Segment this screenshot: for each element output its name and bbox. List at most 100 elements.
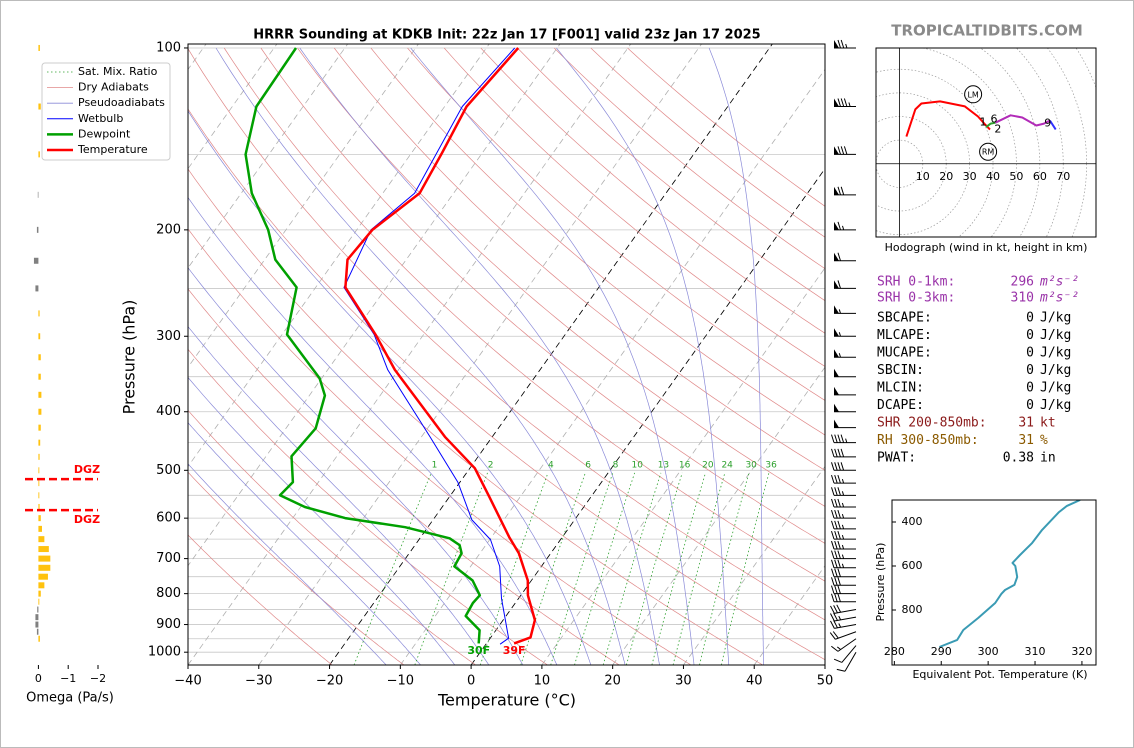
y-tick-label: 800 — [156, 586, 181, 601]
hodo-frame — [875, 47, 1097, 238]
x-tick-label: 30 — [675, 674, 692, 689]
omega-bar — [36, 628, 39, 635]
storm-motion-label: LM — [967, 90, 978, 99]
omega-bar — [38, 354, 41, 361]
height-label: 1 — [979, 116, 986, 129]
dry-adiabat — [480, 47, 825, 334]
legend-label: Dewpoint — [78, 127, 131, 140]
barb-feather — [837, 509, 841, 519]
barb-feather — [834, 434, 838, 443]
stat-label: SHR 200-850mb: — [877, 416, 987, 431]
stat-unit: m²s⁻² — [1039, 291, 1079, 306]
omega-bar — [38, 333, 41, 340]
omega-bar — [38, 582, 45, 589]
barb-half — [838, 353, 841, 358]
wind-barb — [831, 509, 856, 519]
barb-flag — [834, 146, 839, 155]
hodo-tick-label: 40 — [986, 170, 1000, 183]
barb-feather — [837, 520, 841, 530]
thetae-x-label: Equivalent Pot. Temperature (K) — [912, 668, 1087, 681]
mixing-ratio-label: 30 — [745, 461, 757, 471]
mixing-ratio-line — [721, 472, 770, 665]
y-tick-label: 800 — [902, 603, 923, 616]
wind-barb — [831, 462, 856, 471]
omega-bar — [37, 606, 39, 613]
omega-bar — [35, 285, 39, 292]
x-tick-label: −10 — [387, 674, 414, 689]
dry-adiabat — [223, 47, 825, 582]
legend: Sat. Mix. Ratio Dry Adiabats Pseudoadiabat… — [41, 62, 171, 161]
omega-bar — [38, 151, 40, 158]
omega-bar — [38, 536, 45, 543]
surface-label: 30F — [467, 644, 490, 657]
stat-value: 310 — [1011, 291, 1034, 306]
hodo-line — [985, 121, 996, 128]
pseudoadiabat — [188, 267, 524, 665]
hodograph-plot: 1 62 9 LM RM — [876, 48, 1096, 237]
hodograph-axes: 10 20 30 40 50 60 70 — [875, 47, 1097, 238]
omega-bar — [38, 453, 40, 460]
omega-bar — [38, 310, 40, 317]
barb-feather — [840, 462, 845, 471]
x-tick-label: 300 — [978, 645, 999, 658]
barb-feather — [829, 632, 836, 640]
legend-label: Pseudoadiabats — [78, 96, 165, 109]
y-tick-label: 1000 — [148, 645, 181, 660]
isotherm — [188, 44, 348, 269]
omega-bar — [38, 480, 40, 487]
barb-feather — [840, 39, 845, 49]
dgz-label: DGZ — [74, 463, 100, 476]
stat-label: SRH 0-3km: — [877, 291, 955, 306]
thetae-plot — [939, 500, 1081, 648]
barb-half — [841, 491, 845, 496]
barb-feather — [831, 559, 835, 568]
barb-staff — [844, 651, 857, 672]
mixing-ratio-line — [520, 472, 586, 665]
barb-feather — [837, 550, 841, 559]
dry-adiabat — [370, 47, 825, 436]
omega-bar — [33, 257, 39, 264]
wind-barb — [831, 568, 856, 578]
omega-bar — [38, 492, 40, 499]
barb-flag — [834, 98, 839, 107]
dry-adiabat — [188, 228, 692, 665]
wind-barb — [830, 612, 857, 622]
barb-flag — [834, 221, 839, 230]
barb-feather — [831, 448, 835, 457]
y-tick-label: 400 — [902, 515, 923, 528]
barb-feather — [837, 487, 841, 496]
thetae-frame — [891, 499, 1097, 666]
hodo-tick-label: 30 — [963, 170, 977, 183]
wind-barb — [831, 487, 856, 496]
x-tick-label: −40 — [174, 674, 201, 689]
barb-feather — [837, 540, 841, 550]
legend-box — [41, 62, 171, 161]
mixing-ratio-label: 4 — [548, 461, 554, 471]
barb-half — [841, 478, 845, 484]
stat-label: MLCIN: — [877, 381, 924, 396]
mixing-ratio-line — [651, 472, 706, 665]
wind-barb — [834, 403, 856, 413]
barb-feather — [840, 146, 845, 155]
stat-unit: J/kg — [1040, 398, 1071, 413]
omega-bar — [38, 598, 40, 605]
wind-barb — [834, 186, 856, 196]
barb-half — [841, 563, 845, 568]
barb-feather — [840, 186, 845, 195]
stat-unit: in — [1040, 451, 1056, 466]
barb-feather — [833, 620, 838, 629]
mixing-ratio-label: 6 — [585, 461, 591, 471]
barb-feather — [833, 658, 843, 663]
barb-feather — [830, 605, 835, 614]
omega-bar — [38, 590, 41, 597]
wind-barb — [834, 328, 856, 337]
hodo-tick-label: 20 — [939, 170, 953, 183]
barb-feather — [831, 434, 835, 443]
barb-feather — [831, 474, 835, 484]
stat-unit: % — [1040, 433, 1048, 448]
barb-half — [842, 225, 845, 231]
height-label: 6 — [990, 113, 997, 126]
isotherm — [258, 44, 702, 665]
